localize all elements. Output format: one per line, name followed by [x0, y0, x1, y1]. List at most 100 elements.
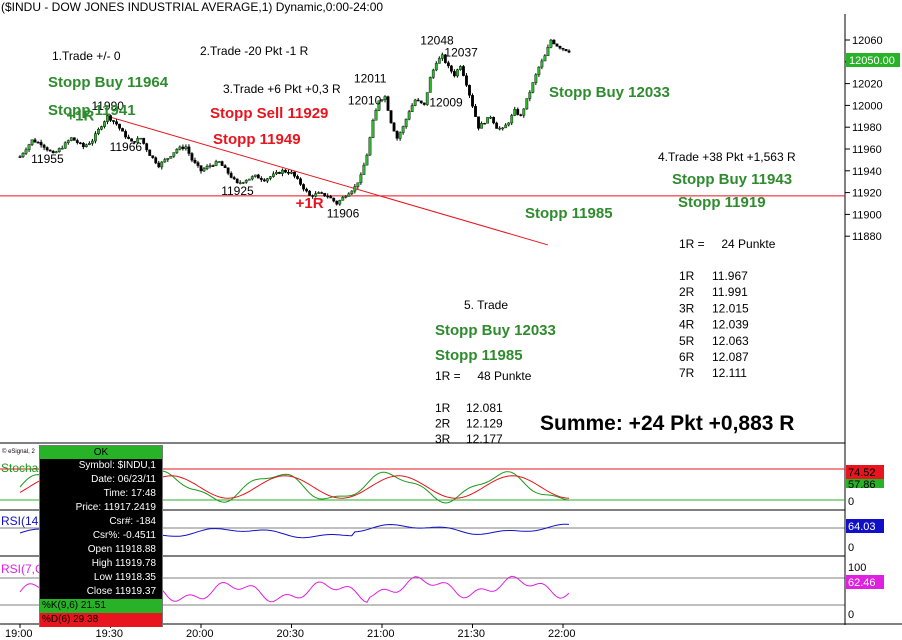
x-tick-label: 22:00 — [548, 628, 576, 640]
candle-body — [193, 159, 197, 163]
candle-body — [504, 124, 508, 129]
candle-body — [428, 77, 432, 93]
candle-body — [308, 190, 311, 196]
candle-body — [477, 116, 480, 129]
candle-body — [142, 137, 146, 144]
candle-body — [480, 123, 483, 129]
candle-body — [178, 146, 182, 150]
info-row: Csr#: -184 — [109, 516, 156, 527]
candle-body — [148, 149, 152, 156]
info-ok[interactable]: OK — [40, 446, 162, 459]
candle-body — [377, 100, 381, 111]
candle-body — [341, 196, 345, 201]
candle-body — [265, 178, 269, 182]
trade4-stop: Stopp 11919 — [678, 194, 766, 211]
price-label: 11925 — [221, 184, 254, 198]
trade3-stop: Stopp 11949 — [213, 131, 301, 148]
candle-body — [468, 85, 471, 96]
candle-body — [259, 178, 263, 180]
candle-body — [60, 147, 64, 150]
candle-body — [250, 176, 254, 180]
trade5-label: 5. Trade — [464, 298, 508, 312]
candle-body — [94, 133, 97, 142]
candle-body — [525, 98, 529, 110]
candle-body — [87, 143, 91, 146]
candle-body — [311, 195, 315, 197]
candle-body — [223, 165, 227, 169]
candle-body — [446, 62, 450, 67]
candle-body — [323, 192, 327, 197]
candle-body — [471, 95, 474, 107]
trade1-stop-buy: Stopp Buy 11964 — [48, 74, 169, 91]
candle-body — [561, 47, 565, 50]
candle-body — [154, 157, 158, 164]
candle-body — [54, 151, 58, 154]
candle-body — [383, 96, 387, 100]
candle-body — [528, 92, 532, 99]
candle-body — [516, 109, 520, 115]
stoch-level-0: 0 — [848, 496, 854, 508]
candle-body — [459, 66, 462, 70]
candle-body — [199, 165, 203, 172]
x-tick-label: 20:30 — [277, 628, 305, 640]
candle-body — [39, 142, 43, 146]
r-level-value: 12.087 — [712, 350, 749, 364]
candle-body — [347, 193, 351, 197]
candle-body — [495, 122, 499, 129]
candle-body — [139, 137, 143, 140]
candle-body — [151, 155, 155, 158]
trade5-r-header: 1R = 48 Punkte — [435, 369, 532, 383]
trade3-label: 3.Trade +6 Pkt +0,3 R — [223, 82, 341, 96]
trade4-label: 4.Trade +38 Pkt +1,563 R — [658, 150, 796, 164]
candle-body — [320, 192, 324, 194]
candle-body — [314, 193, 318, 197]
price-label: 12011 — [354, 72, 387, 86]
candle-body — [287, 172, 290, 174]
candle-body — [241, 182, 245, 184]
candle-body — [278, 172, 281, 174]
candle-body — [172, 152, 176, 157]
candle-body — [549, 39, 553, 48]
rsi7-level-0: 0 — [848, 609, 854, 621]
price-label: 12037 — [444, 45, 478, 59]
candle-body — [103, 121, 106, 127]
candle-body — [57, 148, 61, 152]
candle-body — [106, 115, 109, 122]
price-label: 12048 — [420, 33, 454, 47]
chart-title: ($INDU - DOW JONES INDUSTRIAL AVERAGE,1)… — [1, 0, 383, 14]
candle-body — [247, 178, 251, 181]
candle-body — [42, 144, 46, 148]
rsi14-value: 64.03 — [848, 521, 876, 533]
price-label: 11955 — [31, 152, 64, 166]
candle-body — [419, 100, 423, 104]
stoch-value1: 74.52 — [848, 467, 876, 479]
candle-body — [353, 186, 357, 192]
candle-body — [136, 138, 140, 143]
candle-body — [305, 188, 308, 192]
cursor-info-box[interactable]: OK Symbol: $INDU,1 Date: 06/23/11 Time: 17… — [39, 445, 163, 627]
info-row: Csr%: -0.4511 — [92, 530, 156, 541]
r-level-name: 1R — [435, 401, 451, 415]
info-rows: Symbol: $INDU,1 Date: 06/23/11 Time: 17:48… — [40, 459, 162, 599]
candle-body — [537, 66, 541, 75]
candle-body — [317, 192, 321, 194]
candle-body — [84, 144, 88, 148]
candle-body — [519, 114, 523, 116]
y-tick-label: 11880 — [852, 231, 882, 243]
r-level-name: 1R — [679, 269, 695, 283]
candle-body — [211, 165, 215, 167]
candle-body — [404, 118, 408, 127]
x-axis: 19:00 19:30 20:00 20:30 21:00 21:30 22:00 — [5, 624, 576, 640]
candle-body — [18, 156, 22, 158]
y-tick-label: 11980 — [852, 122, 882, 134]
candle-body — [124, 131, 127, 138]
candle-body — [97, 129, 100, 134]
candle-body — [220, 161, 224, 166]
candle-body — [244, 180, 248, 183]
info-k: %K(9,6) 21.51 — [40, 599, 162, 613]
candle-body — [498, 127, 502, 130]
x-tick-label: 19:30 — [96, 628, 124, 640]
candle-body — [214, 161, 218, 166]
candle-body — [540, 60, 544, 68]
candle-body — [425, 92, 429, 105]
